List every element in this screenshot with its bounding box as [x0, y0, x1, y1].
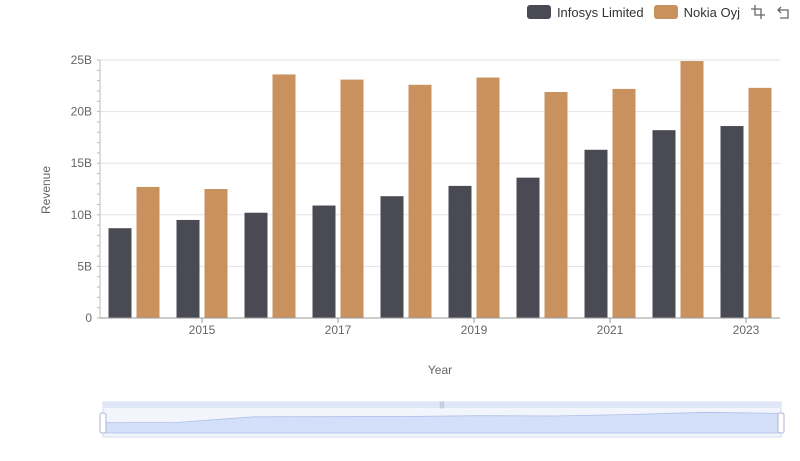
bar-infosys-2023[interactable] [720, 126, 744, 318]
slider-top-bar[interactable] [103, 402, 781, 408]
grid-lines [100, 59, 780, 319]
bar-infosys-2022[interactable] [652, 130, 676, 318]
zoom-icon[interactable] [750, 4, 766, 20]
bars [108, 61, 772, 318]
x-tick-label: 2019 [461, 323, 488, 337]
y-tick-label: 5B [77, 259, 92, 273]
bar-infosys-2017[interactable] [312, 205, 336, 318]
bar-nokia-2021[interactable] [612, 88, 636, 318]
y-tick-label: 25B [71, 53, 92, 67]
bar-nokia-2022[interactable] [680, 61, 704, 318]
legend-swatch-infosys [526, 5, 551, 19]
bar-nokia-2017[interactable] [340, 79, 364, 318]
x-axis-title: Year [428, 363, 452, 377]
bar-nokia-2015[interactable] [204, 189, 228, 318]
legend-label-infosys: Infosys Limited [556, 4, 644, 20]
y-tick-label: 20B [71, 105, 92, 119]
y-tick-label: 15B [71, 156, 92, 170]
y-axis-ticks: 0 5B 10B 15B 20B 25B [71, 53, 101, 325]
x-tick-label: 2023 [733, 323, 760, 337]
data-zoom-slider[interactable]: ||| [99, 401, 785, 438]
x-axis: 2015 2017 2019 2021 2023 [100, 317, 780, 337]
bar-infosys-2020[interactable] [516, 177, 540, 318]
legend-item-nokia[interactable]: Nokia Oyj [653, 4, 740, 20]
bar-nokia-2014[interactable] [136, 186, 160, 318]
slider-right-handle[interactable] [777, 412, 785, 434]
bar-infosys-2016[interactable] [244, 212, 268, 318]
bar-nokia-2020[interactable] [544, 91, 568, 318]
x-tick-label: 2021 [597, 323, 624, 337]
bar-infosys-2014[interactable] [108, 228, 132, 318]
x-tick-label: 2017 [325, 323, 352, 337]
bar-infosys-2019[interactable] [448, 185, 472, 318]
legend-item-infosys[interactable]: Infosys Limited [526, 4, 644, 20]
bar-nokia-2016[interactable] [272, 74, 296, 318]
x-tick-label: 2015 [189, 323, 216, 337]
bar-infosys-2021[interactable] [584, 149, 608, 318]
y-axis-title: Revenue [39, 166, 53, 214]
restore-icon[interactable] [776, 4, 792, 20]
legend: Infosys Limited Nokia Oyj [526, 4, 792, 20]
bar-nokia-2018[interactable] [408, 84, 432, 318]
y-tick-label: 10B [71, 208, 92, 222]
legend-label-nokia: Nokia Oyj [683, 4, 740, 20]
slider-left-handle[interactable] [99, 412, 107, 434]
bar-nokia-2023[interactable] [748, 87, 772, 318]
bar-infosys-2018[interactable] [380, 196, 404, 318]
bar-infosys-2015[interactable] [176, 219, 200, 318]
legend-swatch-nokia [653, 5, 678, 19]
y-tick-label: 0 [85, 311, 92, 325]
slider-grip-icon[interactable]: ||| [439, 402, 445, 409]
bar-nokia-2019[interactable] [476, 77, 500, 318]
